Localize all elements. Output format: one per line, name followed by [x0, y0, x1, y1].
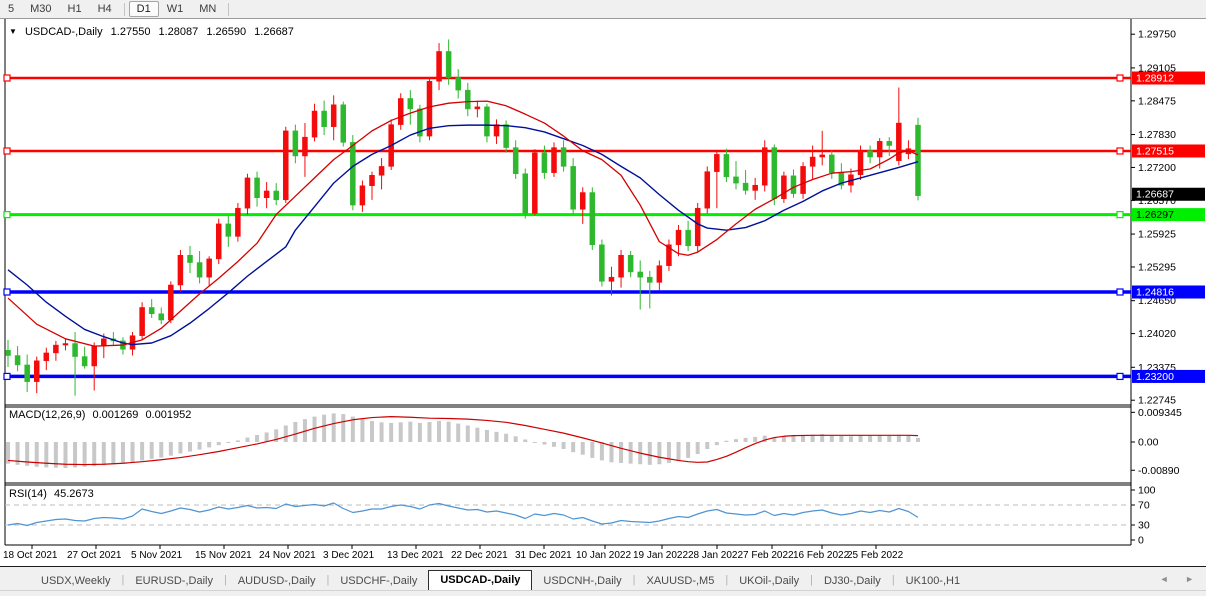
- tab-separator: |: [121, 574, 125, 586]
- svg-text:10 Jan 2022: 10 Jan 2022: [576, 550, 631, 561]
- tf-button-m15[interactable]: 5: [8, 3, 15, 15]
- svg-text:31 Dec 2021: 31 Dec 2021: [515, 550, 572, 561]
- ma-slow-line: [7, 124, 919, 346]
- ohlc-low: 1.26590: [206, 26, 247, 38]
- tab-separator: |: [725, 574, 729, 586]
- rsi-indicator-label: RSI(14) 45.2673: [9, 488, 98, 500]
- tab-separator: |: [810, 574, 813, 586]
- svg-text:1.29105: 1.29105: [1138, 62, 1176, 74]
- tab-separator: |: [891, 574, 895, 586]
- svg-text:100: 100: [1138, 485, 1156, 497]
- timeframe-toolbar: 5 M30 H1 H4 D1 W1 MN: [0, 0, 1206, 19]
- svg-text:1.27830: 1.27830: [1138, 129, 1176, 141]
- macd-axis-labels: 0.009345 0.00 -0.00890: [1131, 407, 1182, 477]
- chart-title: ▼ USDCAD-,Daily 1.27550 1.28087 1.26590 …: [9, 26, 299, 38]
- tab-scroll-right-button[interactable]: ►: [1185, 574, 1194, 584]
- macd-name: MACD(12,26,9): [9, 409, 86, 421]
- ohlc-close: 1.26687: [254, 26, 294, 38]
- svg-text:1.23200: 1.23200: [1136, 371, 1174, 383]
- horizontal-levels: [3, 74, 1131, 381]
- tf-button-h1[interactable]: H1: [67, 3, 82, 15]
- macd-signal-line: [7, 416, 919, 466]
- svg-text:1.25295: 1.25295: [1138, 261, 1176, 273]
- status-strip: [0, 590, 1206, 596]
- chart-symbol-period: USDCAD-,Daily: [24, 26, 103, 38]
- price-badges: 1.28912 1.27515 1.26297 1.24816 1.23200 1.266…: [1132, 71, 1205, 383]
- symbol-tab-bar: USDX,Weekly | EURUSD-,Daily | AUDUSD-,Daily |…: [0, 566, 1206, 591]
- chevron-down-icon: ▼: [9, 27, 17, 36]
- tab-separator: |: [223, 574, 227, 586]
- macd-main-value: 0.001269: [92, 409, 139, 421]
- svg-text:-0.00890: -0.00890: [1138, 465, 1180, 477]
- tab-xauusd-m5[interactable]: XAUUSD-,M5: [646, 575, 715, 587]
- date-axis-labels: 18 Oct 2021 27 Oct 2021 5 Nov 2021 15 Nov 2…: [3, 545, 904, 561]
- rsi-axis-labels: 100 70 30 0: [1131, 485, 1156, 547]
- chart-canvas[interactable]: 1.29750 1.29105 1.28475 1.27830 1.27200 1.265…: [0, 0, 1206, 566]
- tab-uk100-h1[interactable]: UK100-,H1: [905, 575, 961, 587]
- svg-text:1.22745: 1.22745: [1138, 395, 1176, 407]
- svg-text:5 Nov 2021: 5 Nov 2021: [131, 550, 183, 561]
- tab-separator: |: [326, 574, 330, 586]
- svg-text:1.27515: 1.27515: [1136, 145, 1174, 157]
- tf-button-w1[interactable]: W1: [166, 3, 184, 15]
- svg-text:13 Dec 2021: 13 Dec 2021: [387, 550, 444, 561]
- rsi-levels: [5, 504, 1131, 526]
- svg-text:16 Feb 2022: 16 Feb 2022: [793, 550, 850, 561]
- candles-group: [5, 39, 921, 396]
- tab-scroll-arrows: ◄ ►: [1146, 574, 1194, 584]
- svg-text:1.24020: 1.24020: [1138, 328, 1176, 340]
- tab-audusd-daily[interactable]: AUDUSD-,Daily: [237, 575, 316, 587]
- svg-text:1.28912: 1.28912: [1136, 73, 1174, 85]
- svg-text:27 Oct 2021: 27 Oct 2021: [67, 550, 122, 561]
- tab-usdchf-daily[interactable]: USDCHF-,Daily: [340, 575, 418, 587]
- tab-usdcad-daily[interactable]: USDCAD-,Daily: [428, 570, 533, 591]
- svg-text:19 Jan 2022: 19 Jan 2022: [633, 550, 688, 561]
- tab-usdcnh-daily[interactable]: USDCNH-,Daily: [543, 575, 622, 587]
- svg-text:1.26297: 1.26297: [1136, 209, 1174, 221]
- tab-ukoil-daily[interactable]: UKOil-,Daily: [739, 575, 800, 587]
- svg-text:1.25925: 1.25925: [1138, 229, 1176, 241]
- svg-text:7 Feb 2022: 7 Feb 2022: [743, 550, 794, 561]
- svg-text:1.26687: 1.26687: [1136, 189, 1174, 201]
- svg-text:3 Dec 2021: 3 Dec 2021: [323, 550, 375, 561]
- svg-text:0.00: 0.00: [1138, 437, 1159, 449]
- toolbar-separator: [123, 2, 125, 16]
- svg-text:28 Jan 2022: 28 Jan 2022: [688, 550, 743, 561]
- tab-scroll-left-button[interactable]: ◄: [1159, 574, 1169, 584]
- tf-button-m30[interactable]: M30: [30, 3, 52, 15]
- svg-text:70: 70: [1138, 500, 1150, 512]
- svg-text:1.27200: 1.27200: [1138, 162, 1176, 174]
- svg-text:24 Nov 2021: 24 Nov 2021: [259, 550, 316, 561]
- svg-text:25 Feb 2022: 25 Feb 2022: [847, 550, 904, 561]
- toolbar-separator: [228, 2, 230, 16]
- macd-indicator-label: MACD(12,26,9) 0.001269 0.001952: [9, 409, 195, 421]
- rsi-line: [7, 502, 919, 527]
- svg-text:30: 30: [1138, 520, 1150, 532]
- rsi-value: 45.2673: [53, 488, 94, 500]
- svg-text:22 Dec 2021: 22 Dec 2021: [451, 550, 508, 561]
- ohlc-open: 1.27550: [110, 26, 151, 38]
- ma-fast-line: [7, 100, 919, 347]
- rsi-name: RSI(14): [9, 488, 47, 500]
- tab-eurusd-daily[interactable]: EURUSD-,Daily: [135, 575, 213, 587]
- macd-histogram: [6, 413, 920, 469]
- macd-signal-value: 0.001952: [145, 409, 192, 421]
- tab-dj30-daily[interactable]: DJ30-,Daily: [823, 575, 881, 587]
- svg-text:1.28475: 1.28475: [1138, 95, 1176, 107]
- ohlc-high: 1.28087: [158, 26, 199, 38]
- svg-text:0.009345: 0.009345: [1138, 407, 1182, 419]
- svg-text:1.29750: 1.29750: [1138, 29, 1176, 41]
- svg-text:15 Nov 2021: 15 Nov 2021: [195, 550, 252, 561]
- tab-usdx-weekly[interactable]: USDX,Weekly: [41, 575, 111, 587]
- tf-button-h4[interactable]: H4: [97, 3, 112, 15]
- tab-separator: |: [632, 574, 636, 586]
- svg-text:18 Oct 2021: 18 Oct 2021: [3, 550, 58, 561]
- tf-button-d1[interactable]: D1: [128, 1, 159, 17]
- svg-text:0: 0: [1138, 535, 1144, 547]
- tf-button-mn[interactable]: MN: [199, 3, 217, 15]
- svg-text:1.24816: 1.24816: [1136, 287, 1174, 299]
